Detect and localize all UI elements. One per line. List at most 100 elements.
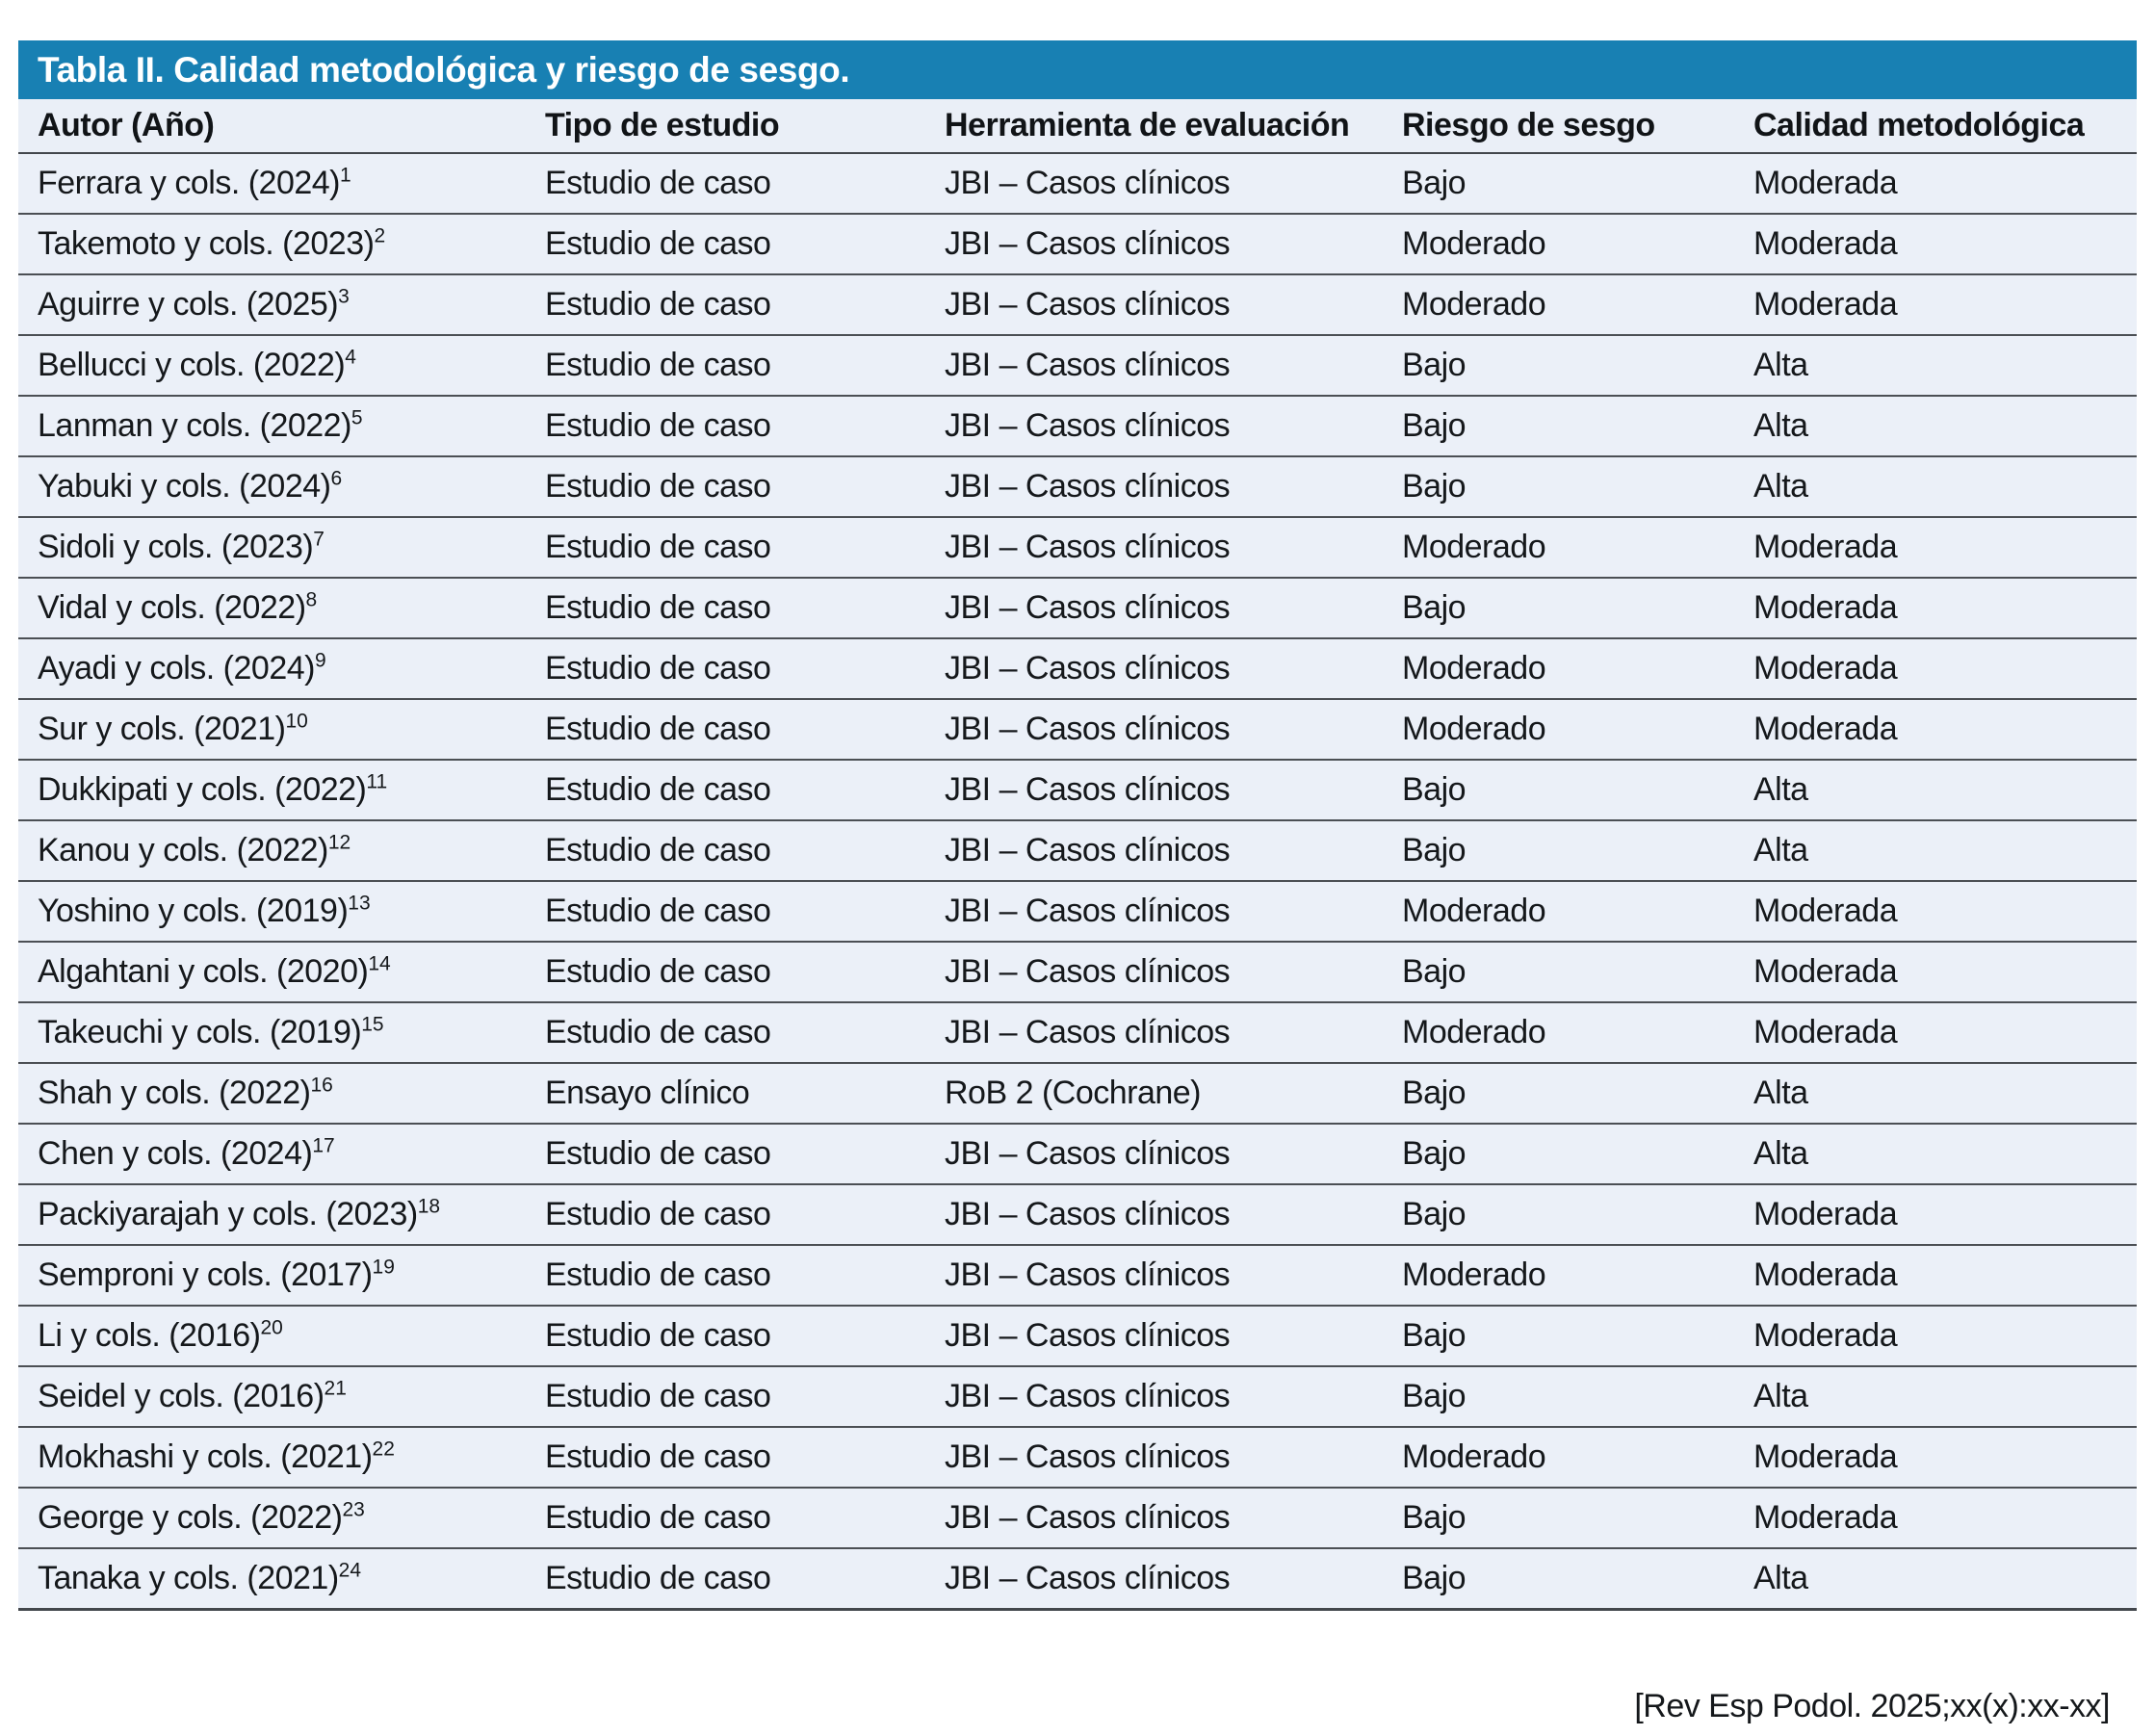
cell-riesgo-sesgo: Bajo: [1383, 1063, 1734, 1125]
risk-of-bias-text: Moderado: [1402, 286, 1546, 323]
cell-herramienta: JBI – Casos clínicos: [925, 1366, 1383, 1428]
cell-tipo-estudio: Estudio de caso: [526, 1427, 925, 1489]
cell-herramienta: JBI – Casos clínicos: [925, 456, 1383, 518]
cell-riesgo-sesgo: Moderado: [1383, 214, 1734, 275]
cell-autor: Yabuki y cols. (2024)6: [18, 456, 526, 518]
cell-tipo-estudio: Estudio de caso: [526, 1002, 925, 1064]
cell-calidad: Alta: [1734, 1124, 2137, 1185]
quality-text: Moderada: [1753, 1014, 1898, 1050]
table-title-bar: Tabla II. Calidad metodológica y riesgo …: [18, 40, 2137, 99]
reference-superscript: 18: [417, 1195, 441, 1218]
cell-autor: Vidal y cols. (2022)8: [18, 578, 526, 639]
quality-text: Moderada: [1753, 893, 1898, 929]
table-title: Tabla II. Calidad metodológica y riesgo …: [38, 49, 850, 90]
cell-herramienta: JBI – Casos clínicos: [925, 1306, 1383, 1367]
table-row: Bellucci y cols. (2022)4 Estudio de caso…: [18, 335, 2137, 397]
reference-superscript: 14: [368, 952, 391, 975]
assessment-tool-text: JBI – Casos clínicos: [945, 1559, 1231, 1596]
cell-calidad: Alta: [1734, 396, 2137, 457]
author-year-text: Sur y cols. (2021): [38, 711, 286, 747]
table-row: Vidal y cols. (2022)8 Estudio de caso JB…: [18, 578, 2137, 639]
quality-text: Alta: [1753, 832, 1808, 868]
risk-of-bias-text: Bajo: [1402, 347, 1467, 383]
author-year-text: Takeuchi y cols. (2019): [38, 1014, 362, 1050]
cell-riesgo-sesgo: Bajo: [1383, 1366, 1734, 1428]
cell-tipo-estudio: Estudio de caso: [526, 820, 925, 882]
cell-tipo-estudio: Estudio de caso: [526, 274, 925, 336]
cell-riesgo-sesgo: Bajo: [1383, 153, 1734, 215]
cell-calidad: Moderada: [1734, 881, 2137, 943]
assessment-tool-text: JBI – Casos clínicos: [945, 1378, 1231, 1414]
quality-text: Moderada: [1753, 1257, 1898, 1293]
cell-calidad: Alta: [1734, 335, 2137, 397]
study-type-text: Estudio de caso: [545, 468, 771, 505]
quality-text: Moderada: [1753, 1317, 1898, 1354]
quality-text: Moderada: [1753, 165, 1898, 201]
cell-tipo-estudio: Estudio de caso: [526, 1124, 925, 1185]
cell-tipo-estudio: Estudio de caso: [526, 456, 925, 518]
cell-herramienta: JBI – Casos clínicos: [925, 881, 1383, 943]
cell-calidad: Moderada: [1734, 942, 2137, 1003]
methodological-quality-table: Autor (Año) Tipo de estudio Herramienta …: [18, 99, 2137, 1611]
cell-calidad: Moderada: [1734, 274, 2137, 336]
cell-tipo-estudio: Estudio de caso: [526, 638, 925, 700]
cell-autor: Bellucci y cols. (2022)4: [18, 335, 526, 397]
table-row: Yabuki y cols. (2024)6 Estudio de caso J…: [18, 456, 2137, 518]
reference-superscript: 6: [330, 467, 343, 490]
cell-herramienta: JBI – Casos clínicos: [925, 396, 1383, 457]
cell-calidad: Moderada: [1734, 1427, 2137, 1489]
author-year-text: Vidal y cols. (2022): [38, 589, 306, 626]
assessment-tool-text: JBI – Casos clínicos: [945, 1014, 1231, 1050]
author-year-text: Aguirre y cols. (2025): [38, 286, 339, 323]
author-year-text: Ferrara y cols. (2024): [38, 165, 341, 201]
author-year-text: Takemoto y cols. (2023): [38, 225, 375, 262]
risk-of-bias-text: Bajo: [1402, 1135, 1467, 1172]
table-figure: Tabla II. Calidad metodológica y riesgo …: [18, 40, 2137, 1725]
cell-herramienta: JBI – Casos clínicos: [925, 274, 1383, 336]
author-year-text: Dukkipati y cols. (2022): [38, 771, 367, 808]
cell-herramienta: JBI – Casos clínicos: [925, 699, 1383, 761]
table-row: Kanou y cols. (2022)12 Estudio de caso J…: [18, 820, 2137, 882]
cell-autor: Takeuchi y cols. (2019)15: [18, 1002, 526, 1064]
study-type-text: Estudio de caso: [545, 407, 771, 444]
author-year-text: Packiyarajah y cols. (2023): [38, 1196, 418, 1232]
cell-calidad: Alta: [1734, 760, 2137, 821]
cell-riesgo-sesgo: Moderado: [1383, 699, 1734, 761]
cell-tipo-estudio: Estudio de caso: [526, 760, 925, 821]
study-type-text: Estudio de caso: [545, 286, 771, 323]
quality-text: Moderada: [1753, 1438, 1898, 1475]
cell-riesgo-sesgo: Moderado: [1383, 881, 1734, 943]
cell-herramienta: JBI – Casos clínicos: [925, 638, 1383, 700]
assessment-tool-text: JBI – Casos clínicos: [945, 711, 1231, 747]
study-type-text: Estudio de caso: [545, 711, 771, 747]
assessment-tool-text: JBI – Casos clínicos: [945, 771, 1231, 808]
table-row: Algahtani y cols. (2020)14 Estudio de ca…: [18, 942, 2137, 1003]
study-type-text: Estudio de caso: [545, 225, 771, 262]
risk-of-bias-text: Bajo: [1402, 953, 1467, 990]
reference-superscript: 20: [260, 1316, 283, 1339]
cell-riesgo-sesgo: Moderado: [1383, 274, 1734, 336]
risk-of-bias-text: Bajo: [1402, 1317, 1467, 1354]
author-year-text: Kanou y cols. (2022): [38, 832, 328, 868]
cell-riesgo-sesgo: Moderado: [1383, 517, 1734, 579]
cell-calidad: Alta: [1734, 820, 2137, 882]
assessment-tool-text: JBI – Casos clínicos: [945, 1499, 1231, 1536]
risk-of-bias-text: Bajo: [1402, 407, 1467, 444]
reference-superscript: 11: [366, 770, 388, 793]
reference-superscript: 23: [342, 1498, 365, 1521]
cell-herramienta: JBI – Casos clínicos: [925, 1124, 1383, 1185]
cell-herramienta: RoB 2 (Cochrane): [925, 1063, 1383, 1125]
cell-riesgo-sesgo: Bajo: [1383, 1184, 1734, 1246]
study-type-text: Estudio de caso: [545, 1559, 771, 1596]
quality-text: Moderada: [1753, 225, 1898, 262]
cell-autor: George y cols. (2022)23: [18, 1488, 526, 1549]
cell-riesgo-sesgo: Moderado: [1383, 1427, 1734, 1489]
reference-superscript: 1: [340, 164, 351, 187]
table-row: Lanman y cols. (2022)5 Estudio de caso J…: [18, 396, 2137, 457]
author-year-text: Sidoli y cols. (2023): [38, 529, 314, 565]
column-header-herramienta: Herramienta de evaluación: [925, 99, 1383, 154]
table-row: Takemoto y cols. (2023)2 Estudio de caso…: [18, 214, 2137, 275]
cell-autor: Seidel y cols. (2016)21: [18, 1366, 526, 1428]
table-row: Ferrara y cols. (2024)1 Estudio de caso …: [18, 153, 2137, 215]
cell-autor: Ferrara y cols. (2024)1: [18, 153, 526, 215]
